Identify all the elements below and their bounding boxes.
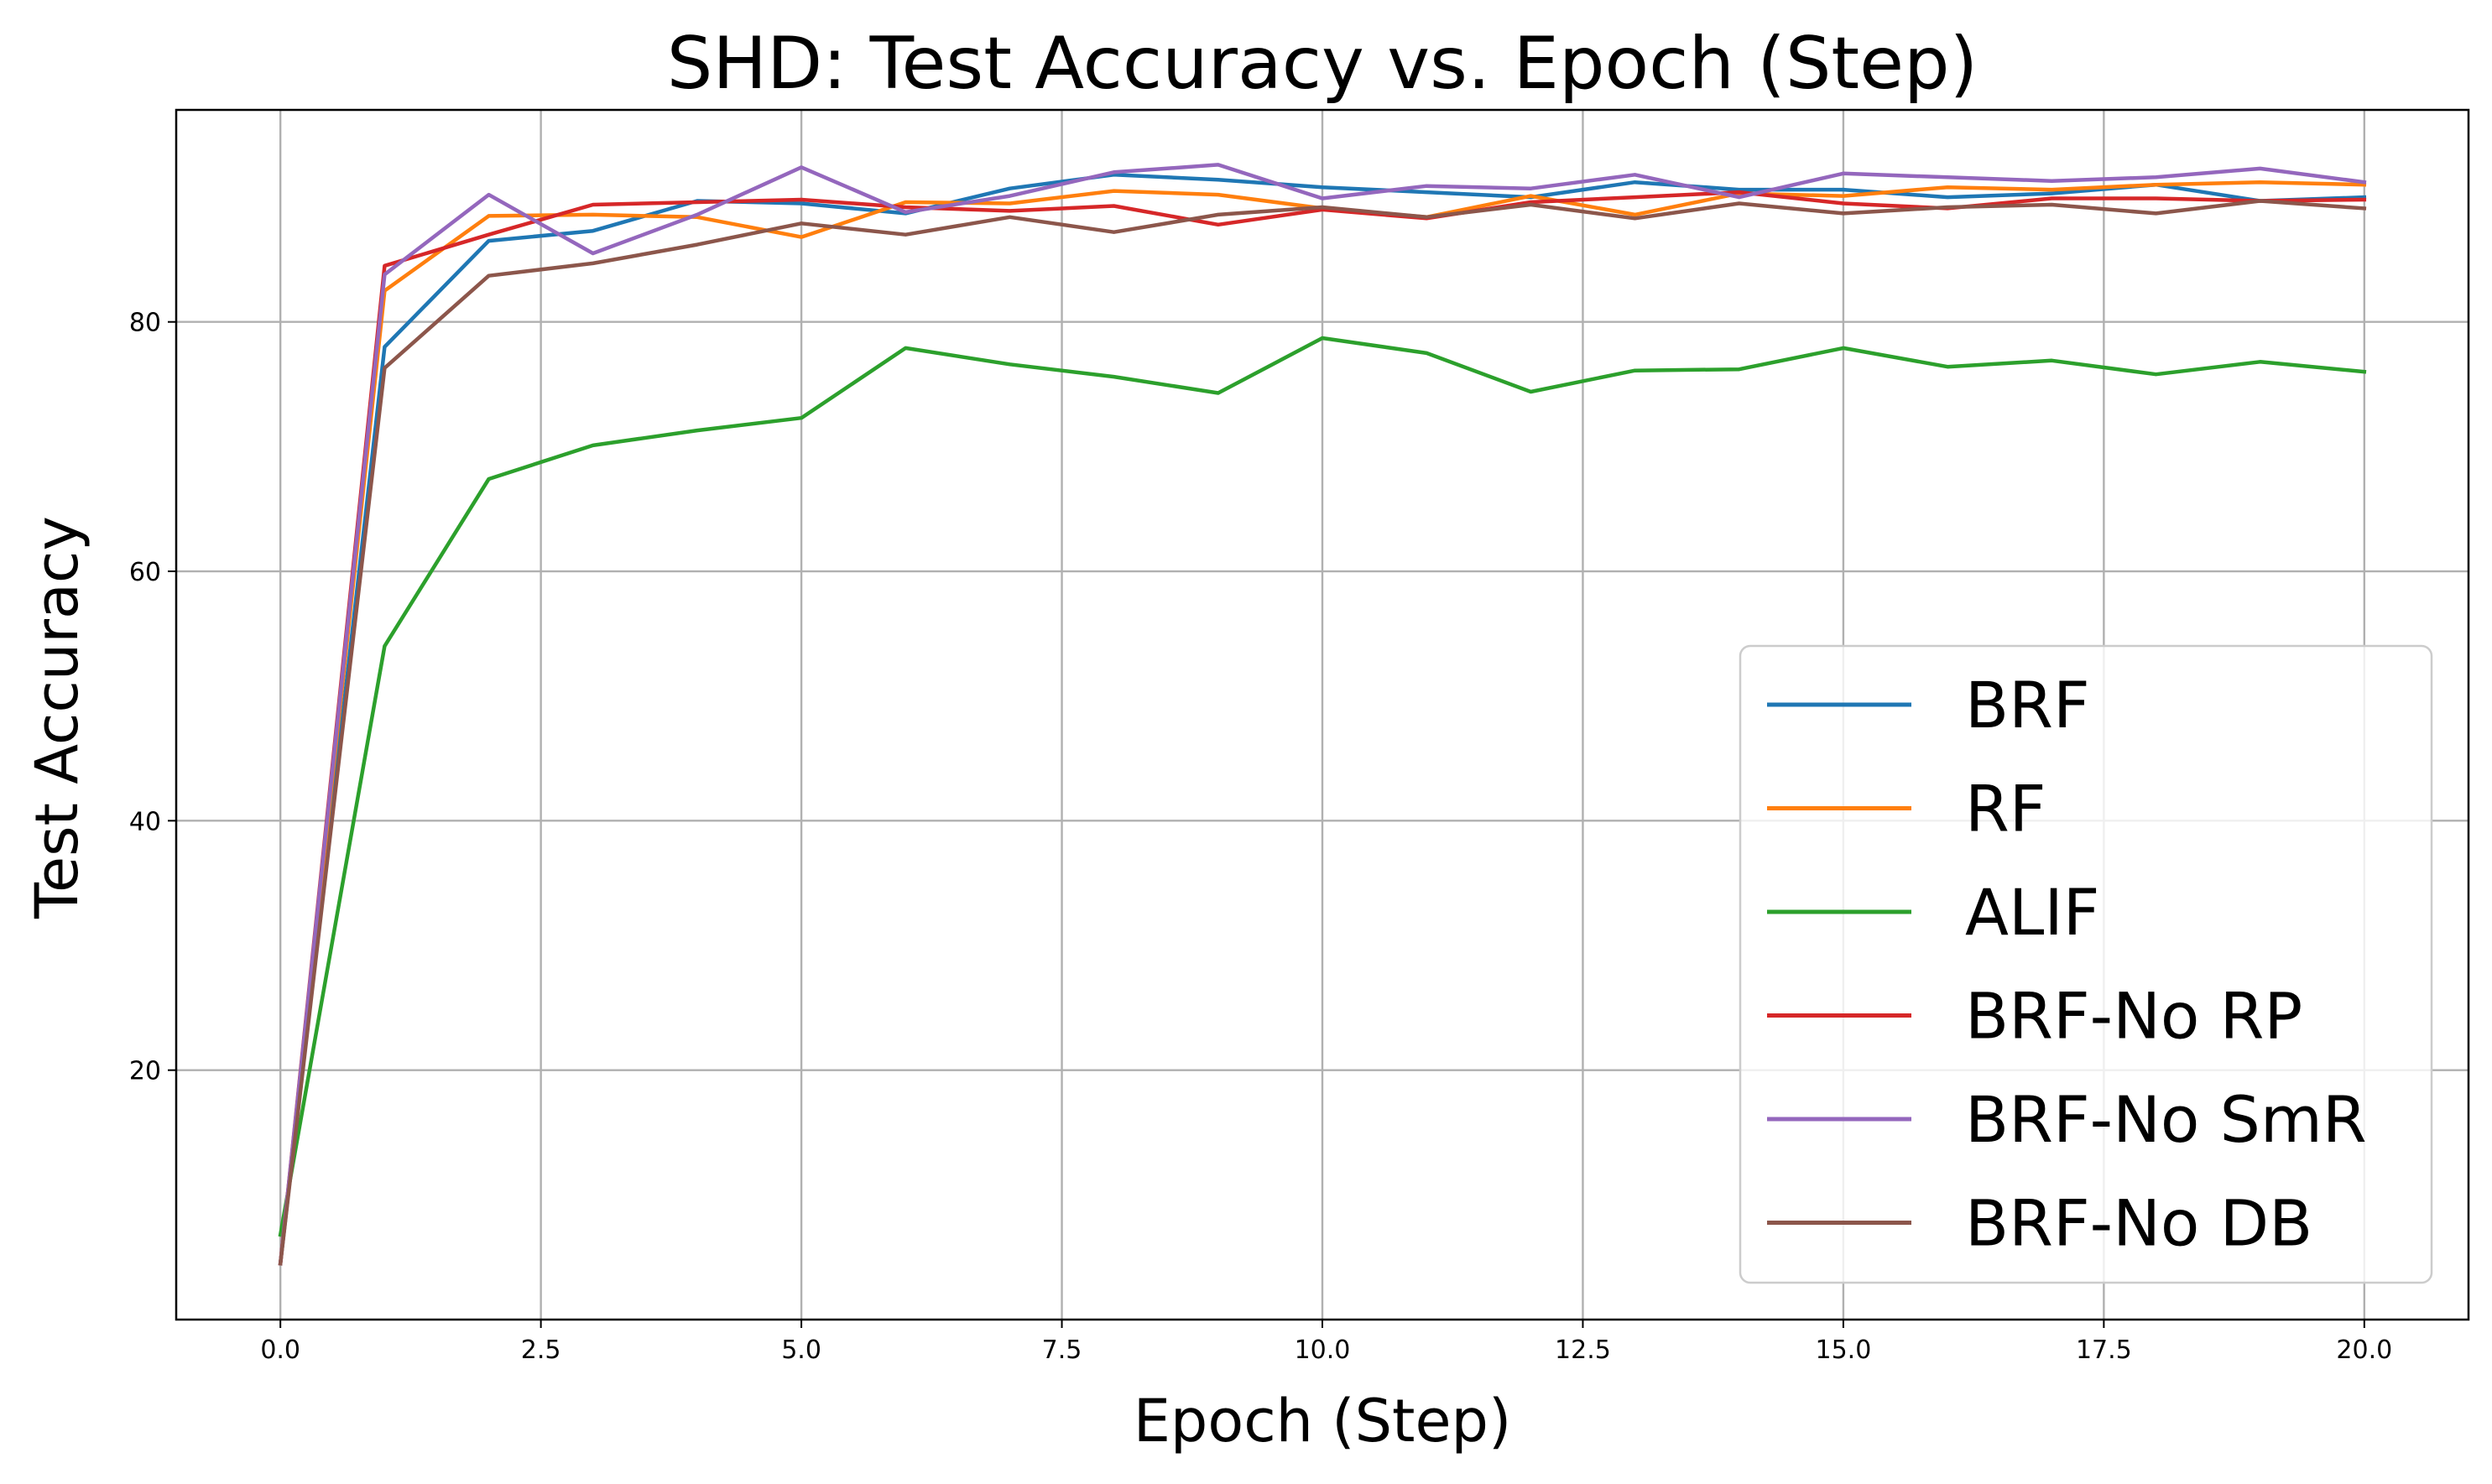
x-tick-label: 12.5 (1555, 1336, 1611, 1365)
legend-label-alif: ALIF (1965, 875, 2099, 950)
x-tick-label: 17.5 (2076, 1336, 2132, 1365)
y-tick-label: 40 (129, 807, 161, 836)
x-tick-label: 2.5 (521, 1336, 561, 1365)
y-axis-label: Test Accuracy (23, 516, 91, 919)
series-line-brf (278, 173, 2367, 1266)
chart-title: SHD: Test Accuracy vs. Epoch (Step) (667, 22, 1978, 106)
legend-label-brf-no-smr: BRF-No SmR (1965, 1082, 2367, 1157)
x-tick-label: 10.0 (1295, 1336, 1351, 1365)
series-line-brf-no-smr (278, 163, 2367, 1266)
legend-box (1739, 644, 2433, 1284)
y-axis-ticks: 20 40 60 80 (129, 309, 176, 1086)
legend-label-brf: BRF (1965, 668, 2090, 742)
series-lines (278, 163, 2367, 1266)
x-axis-ticks: 0.0 2.5 5.0 7.5 10.0 12.5 15.0 17.5 20.0 (260, 1320, 2392, 1365)
x-tick-label: 0.0 (260, 1336, 300, 1365)
series-line-alif (278, 336, 2367, 1237)
series-line-brf-no-rp (278, 190, 2367, 1266)
y-tick-label: 60 (129, 558, 161, 587)
series-line-brf-no-db (278, 199, 2367, 1266)
y-tick-label: 20 (129, 1057, 161, 1086)
legend: BRF RF ALIF BRF-No RP BRF-No SmR BRF-No DB (1739, 644, 2433, 1284)
x-axis-label: Epoch (Step) (1134, 1387, 1512, 1455)
legend-label-rf: RF (1965, 772, 2046, 846)
x-tick-label: 15.0 (1816, 1336, 1872, 1365)
legend-label-brf-no-db: BRF-No DB (1965, 1186, 2312, 1261)
legend-label-brf-no-rp: BRF-No RP (1965, 979, 2302, 1054)
x-tick-label: 7.5 (1042, 1336, 1082, 1365)
y-tick-label: 80 (129, 309, 161, 338)
x-tick-label: 20.0 (2336, 1336, 2392, 1365)
x-tick-label: 5.0 (781, 1336, 821, 1365)
